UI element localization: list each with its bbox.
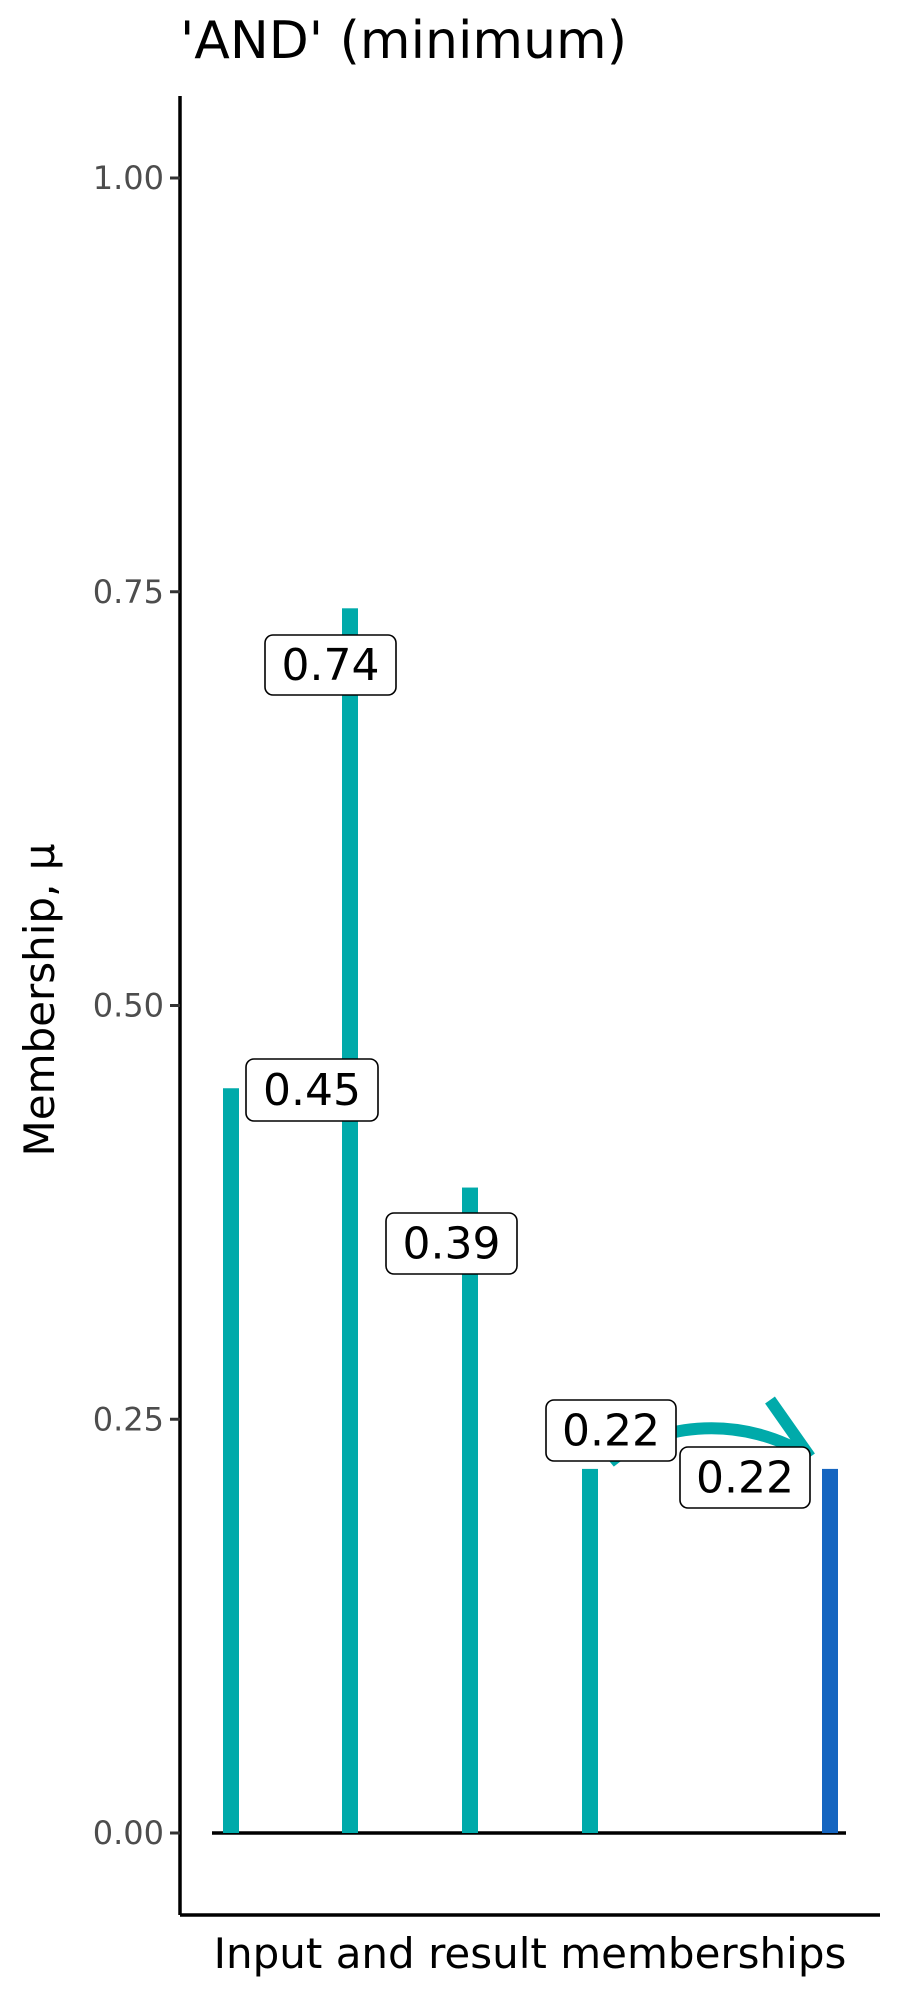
data-label-text: 0.39 <box>403 1219 501 1270</box>
input-bar-2 <box>342 608 358 1833</box>
data-label-3: 0.39 <box>385 1212 518 1275</box>
y-axis-title: Membership, μ <box>15 843 64 1156</box>
data-label-2: 0.74 <box>264 634 397 696</box>
chart-title: 'AND' (minimum) <box>180 11 627 71</box>
input-bar-4 <box>582 1468 598 1833</box>
y-tick-label: 0.50 <box>93 987 164 1025</box>
data-label-box <box>545 1399 677 1462</box>
x-axis-title: Input and result memberships <box>214 1929 847 1978</box>
result-data-label: 0.22 <box>679 1446 811 1509</box>
data-label-box <box>245 1058 379 1122</box>
data-label-text: 0.22 <box>562 1406 660 1457</box>
data-label-text: 0.74 <box>282 640 380 691</box>
data-label-box <box>385 1212 518 1275</box>
data-label-text: 0.45 <box>263 1065 361 1116</box>
data-label-box <box>679 1446 811 1509</box>
axes-layer: 0.00 0.25 0.50 0.75 1.00 <box>93 96 880 1917</box>
y-tick-label: 1.00 <box>93 159 164 197</box>
input-bar-3 <box>462 1187 478 1833</box>
y-tick-label: 0.25 <box>93 1400 164 1438</box>
result-bar <box>822 1468 838 1833</box>
bars-layer <box>223 608 838 1833</box>
data-label-box <box>264 634 397 696</box>
input-bar-1 <box>223 1088 239 1833</box>
data-label-1: 0.45 <box>245 1058 379 1122</box>
labels-layer: 0.45 0.74 0.39 0.22 0.22 <box>245 634 811 1509</box>
y-tick-label: 0.00 <box>93 1814 164 1852</box>
data-label-4: 0.22 <box>545 1399 677 1462</box>
data-label-text: 0.22 <box>696 1453 794 1504</box>
y-tick-label: 0.75 <box>93 573 164 611</box>
